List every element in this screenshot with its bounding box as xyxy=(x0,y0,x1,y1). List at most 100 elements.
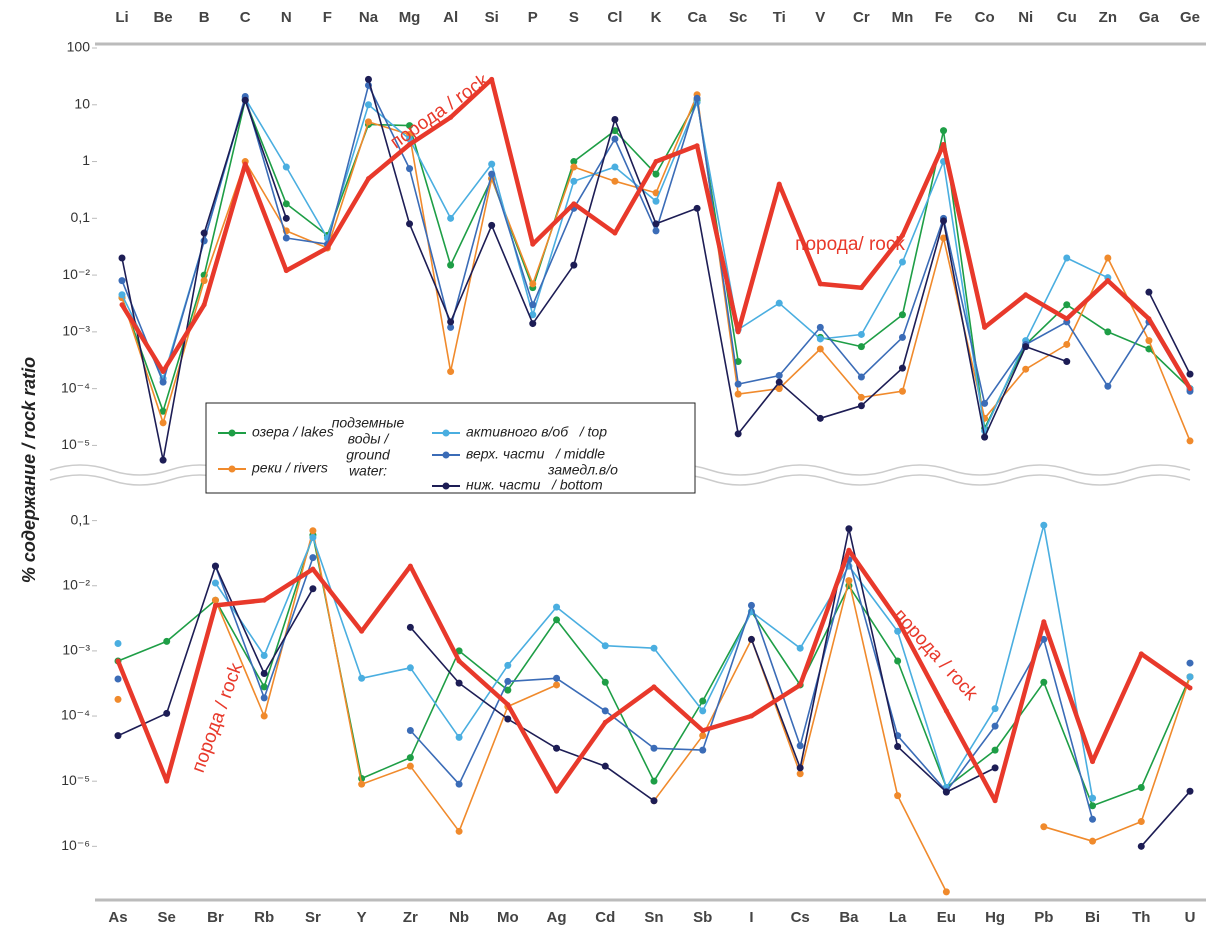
y-tick-label: 0,1 xyxy=(71,209,91,225)
y-tick-label: 1 xyxy=(82,152,90,168)
series-point xyxy=(447,214,455,222)
category-label: Zr xyxy=(403,909,418,926)
rock-point xyxy=(651,684,657,690)
series-point xyxy=(1186,370,1194,378)
series-point xyxy=(406,762,414,770)
series-point xyxy=(898,333,906,341)
category-label: Y xyxy=(357,909,367,926)
series-point xyxy=(611,163,619,171)
series-point xyxy=(163,709,171,717)
series-point xyxy=(260,683,268,691)
series-point xyxy=(857,393,865,401)
series-point xyxy=(1022,343,1030,351)
rock-point xyxy=(700,727,706,733)
series-point xyxy=(455,733,463,741)
rock-point xyxy=(283,268,289,274)
rock-point xyxy=(201,302,207,308)
series-point xyxy=(693,204,701,212)
series-point xyxy=(845,577,853,585)
series-point xyxy=(282,214,290,222)
annotation: порода / rock xyxy=(387,70,494,153)
series-point xyxy=(309,554,317,562)
series-point xyxy=(553,674,561,682)
category-label: Co xyxy=(975,9,995,26)
rock-point xyxy=(448,114,454,120)
series-point xyxy=(816,345,824,353)
y-tick-label: 10⁻⁶ xyxy=(61,837,90,853)
rock-point xyxy=(602,719,608,725)
rock-point xyxy=(310,566,316,572)
series-point xyxy=(1137,842,1145,850)
series-point xyxy=(260,651,268,659)
category-label: Sc xyxy=(729,9,747,26)
series-point xyxy=(1145,337,1153,345)
series-point xyxy=(529,311,537,319)
rock-point xyxy=(797,682,803,688)
series-point xyxy=(601,678,609,686)
category-label: Ca xyxy=(687,9,707,26)
category-label: Bi xyxy=(1085,909,1100,926)
series-point xyxy=(991,705,999,713)
rock-point xyxy=(1187,685,1193,691)
series-point xyxy=(650,744,658,752)
annotation: порода/ rock xyxy=(795,234,905,255)
series-point xyxy=(1145,288,1153,296)
series-point xyxy=(488,170,496,178)
category-label: Pb xyxy=(1034,909,1053,926)
series-point xyxy=(601,707,609,715)
series-point xyxy=(553,616,561,624)
rock-point xyxy=(895,617,901,623)
series-point xyxy=(601,762,609,770)
series-point xyxy=(309,534,317,542)
series-point xyxy=(942,888,950,896)
series-line xyxy=(121,94,1191,442)
series-point xyxy=(118,277,126,285)
legend-label: верх. части / middle xyxy=(466,446,605,462)
series-point xyxy=(940,127,948,135)
category-label: K xyxy=(651,9,662,26)
series-point xyxy=(364,118,372,126)
rock-point xyxy=(261,597,267,603)
series-point xyxy=(699,697,707,705)
series-point xyxy=(650,777,658,785)
series-point xyxy=(734,390,742,398)
category-label: Be xyxy=(153,9,172,26)
series-point xyxy=(406,726,414,734)
category-label: Mg xyxy=(399,9,421,26)
series-point xyxy=(309,527,317,535)
series-point xyxy=(1063,254,1071,262)
series-point xyxy=(1186,787,1194,795)
series-point xyxy=(488,160,496,168)
series-point xyxy=(241,96,249,104)
series-point xyxy=(282,163,290,171)
series-point xyxy=(611,177,619,185)
category-label: Ge xyxy=(1180,9,1200,26)
series-point xyxy=(1022,365,1030,373)
rock-point xyxy=(242,161,248,167)
series-point xyxy=(857,373,865,381)
series-point xyxy=(1104,328,1112,336)
series-point xyxy=(1186,673,1194,681)
series-point xyxy=(652,220,660,228)
y-tick-label: 10⁻² xyxy=(62,576,90,592)
rock-point xyxy=(115,658,121,664)
series-point xyxy=(159,419,167,427)
rock-point xyxy=(817,281,823,287)
series-point xyxy=(652,197,660,205)
category-label: Rb xyxy=(254,909,274,926)
series-point xyxy=(796,770,804,778)
series-point xyxy=(1040,635,1048,643)
series-point xyxy=(857,402,865,410)
rock-point xyxy=(1187,386,1193,392)
series-point xyxy=(940,234,948,242)
rock-point xyxy=(407,141,413,147)
category-label: Cu xyxy=(1057,9,1077,26)
rock-point xyxy=(119,302,125,308)
rock-point xyxy=(530,241,536,247)
category-label: Ba xyxy=(839,909,859,926)
category-label: Ag xyxy=(547,909,567,926)
series-point xyxy=(159,407,167,415)
legend-marker xyxy=(228,429,236,437)
rock-line xyxy=(115,548,1192,804)
series-point xyxy=(699,707,707,715)
